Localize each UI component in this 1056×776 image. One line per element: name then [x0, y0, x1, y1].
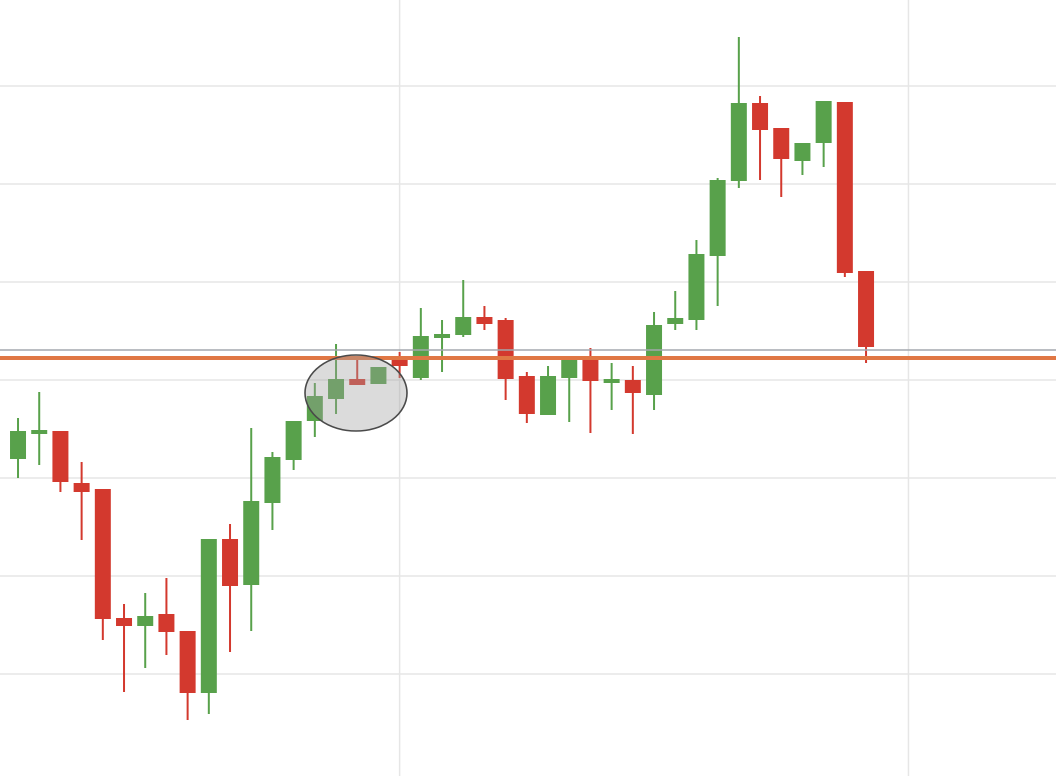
- candle-body: [391, 356, 408, 366]
- candle-body: [285, 421, 302, 460]
- candle-body: [94, 489, 111, 619]
- candle-body: [836, 102, 853, 273]
- candle-body: [455, 317, 472, 335]
- candle-body: [306, 396, 323, 421]
- candle-body: [476, 317, 493, 324]
- candle-body: [10, 431, 27, 459]
- candle-body: [815, 101, 832, 143]
- candle-body: [603, 379, 620, 383]
- candle-body: [752, 103, 769, 130]
- candle-body: [349, 379, 366, 385]
- candle-body: [179, 631, 196, 693]
- candle-body: [158, 614, 175, 632]
- candle-body: [116, 618, 133, 626]
- candle-body: [709, 180, 726, 256]
- candle-body: [200, 539, 217, 693]
- candle-body: [688, 254, 705, 320]
- candle-body: [137, 616, 154, 626]
- candle-body: [518, 376, 535, 414]
- candle-body: [730, 103, 747, 181]
- candle-body: [222, 539, 239, 586]
- candle-body: [624, 380, 641, 393]
- candle-body: [328, 379, 345, 399]
- candle-body: [243, 501, 260, 585]
- highlight-ellipse: [304, 354, 408, 432]
- candle-body: [540, 376, 557, 415]
- candle-body: [773, 128, 790, 159]
- candle-body: [434, 334, 451, 338]
- candle-body: [794, 143, 811, 161]
- candle-body: [582, 360, 599, 381]
- candle-body: [370, 367, 387, 384]
- candle-body: [31, 430, 48, 434]
- candle-body: [73, 483, 90, 492]
- candle-body: [858, 271, 875, 347]
- candle-body: [52, 431, 69, 482]
- candle-body: [561, 360, 578, 378]
- candle-body: [264, 457, 281, 503]
- candle-body: [667, 318, 684, 324]
